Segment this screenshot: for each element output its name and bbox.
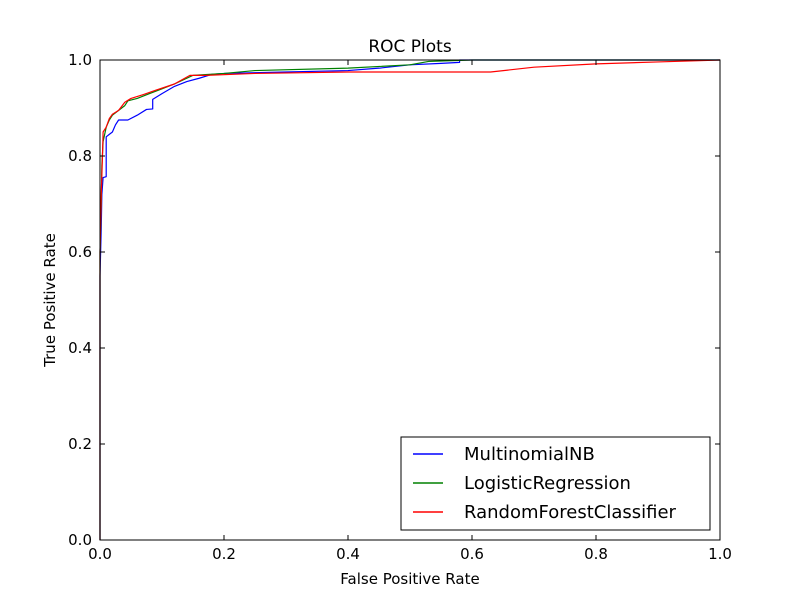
legend-label: LogisticRegression xyxy=(464,473,631,494)
x-axis-ticks: 0.0 0.2 0.4 0.6 0.8 1.0 xyxy=(88,60,732,563)
y-axis-ticks: 0.0 0.2 0.4 0.6 0.8 1.0 xyxy=(68,51,720,549)
y-tick-label: 0.0 xyxy=(68,531,92,549)
x-tick-label: 0.4 xyxy=(336,545,360,563)
x-tick-label: 1.0 xyxy=(708,545,732,563)
chart-title: ROC Plots xyxy=(368,37,452,57)
legend-box xyxy=(400,436,711,531)
y-tick-label: 0.2 xyxy=(68,435,92,453)
legend-label: RandomForestClassifier xyxy=(464,502,677,523)
x-tick-label: 0.8 xyxy=(584,545,608,563)
x-tick-label: 0.6 xyxy=(460,545,484,563)
x-axis-label: False Positive Rate xyxy=(340,570,479,588)
y-tick-label: 0.6 xyxy=(68,243,92,261)
x-tick-label: 0.0 xyxy=(88,545,112,563)
x-tick-label: 0.2 xyxy=(212,545,236,563)
series-line-multinomialnb xyxy=(99,59,720,540)
legend: MultinomialNB LogisticRegression RandomFor… xyxy=(400,436,711,531)
plot-frame xyxy=(99,59,721,541)
y-axis-label: True Positive Rate xyxy=(41,233,59,368)
y-tick-label: 0.8 xyxy=(68,147,92,165)
y-tick-label: 0.4 xyxy=(68,339,92,357)
y-tick-label: 1.0 xyxy=(68,51,92,69)
legend-label: MultinomialNB xyxy=(464,444,595,465)
